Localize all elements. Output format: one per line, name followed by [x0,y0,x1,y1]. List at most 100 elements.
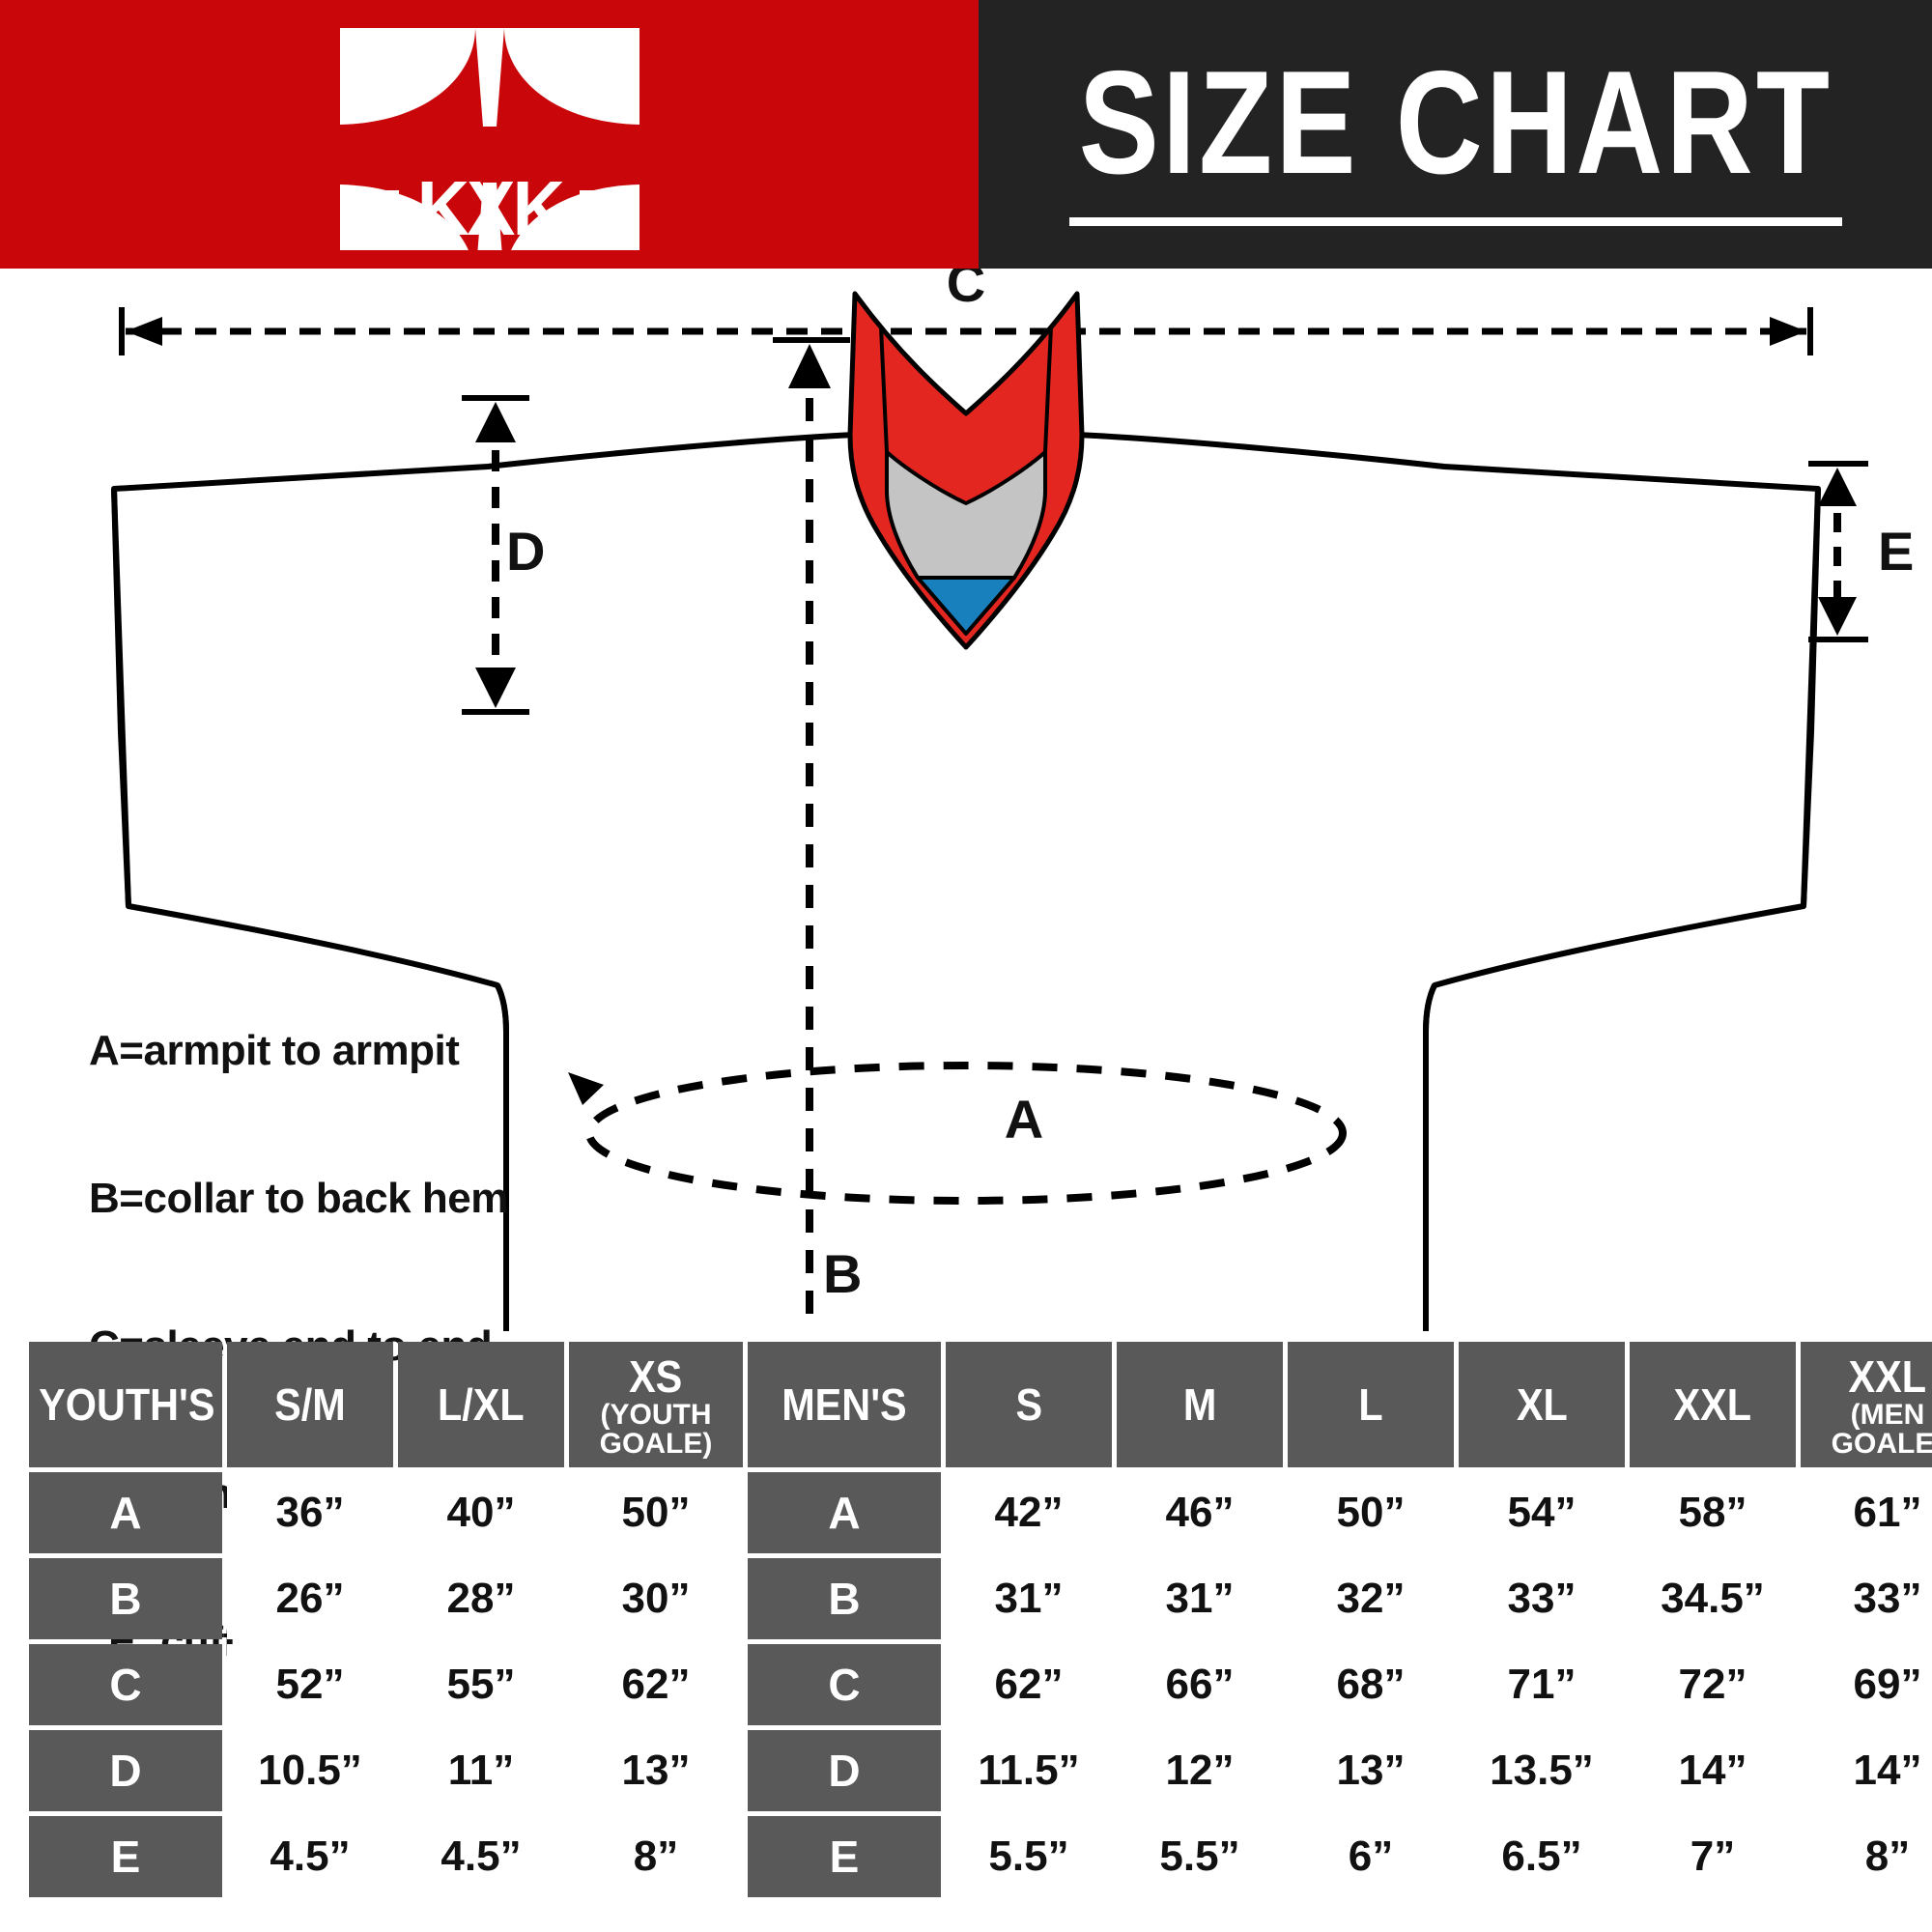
cell-mens-d-3: 13.5” [1459,1730,1625,1811]
label-a: A [1005,1089,1043,1150]
label-d: D [506,521,545,582]
size-chart-table: YOUTH'S S/M L/XL XS (YOUTH GOALE) MEN'S … [24,1337,1932,1902]
header-mens-col-5-main: XXL [1848,1351,1927,1402]
row-label-mens-a: A [748,1472,941,1553]
table-row: D 10.5” 11” 13” D 11.5” 12” 13” 13.5” 14… [29,1730,1932,1811]
cell-mens-c-3: 71” [1459,1644,1625,1725]
measure-e [1808,461,1868,642]
brand-panel: KXK [0,0,979,269]
title-underline [1068,216,1842,226]
cell-youth-e-1: 4.5” [398,1816,564,1897]
row-label-mens-d: D [748,1730,941,1811]
cell-mens-d-1: 12” [1117,1730,1283,1811]
cell-mens-d-5: 14” [1801,1730,1932,1811]
cell-mens-c-4: 72” [1630,1644,1796,1725]
cell-youth-c-0: 52” [227,1644,393,1725]
cell-youth-e-0: 4.5” [227,1816,393,1897]
kxk-logo [0,0,979,269]
cell-mens-b-2: 32” [1288,1558,1454,1639]
cell-youth-e-2: 8” [569,1816,743,1897]
header-mens-col-1: M [1117,1342,1283,1467]
table-row: C 52” 55” 62” C 62” 66” 68” 71” 72” 69” [29,1644,1932,1725]
jersey-collar [847,291,1085,650]
cell-mens-a-5: 61” [1801,1472,1932,1553]
page-header: KXK SIZE CHART [0,0,1932,269]
cell-mens-a-4: 58” [1630,1472,1796,1553]
row-label-youth-b: B [29,1558,222,1639]
cell-mens-a-0: 42” [946,1472,1112,1553]
jersey-diagram: C D E A B [0,269,1932,1331]
cell-mens-b-5: 33” [1801,1558,1932,1639]
cell-mens-d-4: 14” [1630,1730,1796,1811]
cell-mens-b-1: 31” [1117,1558,1283,1639]
header-youth-col-2: XS (YOUTH GOALE) [569,1342,743,1467]
logo-left-bars-icon [342,190,399,227]
cell-youth-a-2: 50” [569,1472,743,1553]
cell-mens-e-3: 6.5” [1459,1816,1625,1897]
header-youth-col-0: S/M [227,1342,393,1467]
cell-youth-d-2: 13” [569,1730,743,1811]
title-panel: SIZE CHART [979,0,1932,269]
cell-mens-d-0: 11.5” [946,1730,1112,1811]
header-youth-col-1-main: L/XL [438,1379,525,1430]
header-mens-col-5: XXL (MEN GOALE) [1801,1342,1932,1467]
cell-mens-e-1: 5.5” [1117,1816,1283,1897]
header-mens-col-2: L [1288,1342,1454,1467]
label-c: C [947,269,985,313]
cell-mens-a-1: 46” [1117,1472,1283,1553]
legend-line-b: B=collar to back hem [89,1175,508,1223]
cell-mens-c-1: 66” [1117,1644,1283,1725]
header-mens-col-5-sub: (MEN GOALE) [1831,1399,1932,1460]
measure-a [568,1062,1347,1205]
cell-mens-d-2: 13” [1288,1730,1454,1811]
cell-youth-b-2: 30” [569,1558,743,1639]
header-youth-col-2-main: XS [629,1351,683,1402]
cell-mens-a-2: 50” [1288,1472,1454,1553]
table-row: A 36” 40” 50” A 42” 46” 50” 54” 58” 61” [29,1472,1932,1553]
cell-mens-e-5: 8” [1801,1816,1932,1897]
header-mens-col-4: XXL [1630,1342,1796,1467]
label-b: B [823,1243,862,1304]
table-row: B 26” 28” 30” B 31” 31” 32” 33” 34.5” 33… [29,1558,1932,1639]
logo-right-bars-icon [580,190,637,227]
cell-mens-c-0: 62” [946,1644,1112,1725]
kxk-logo-mark [339,28,639,250]
jersey-outline [111,432,1821,1331]
row-label-mens-e: E [748,1816,941,1897]
cell-youth-c-2: 62” [569,1644,743,1725]
header-mens-col-0: S [946,1342,1112,1467]
table-header-row: YOUTH'S S/M L/XL XS (YOUTH GOALE) MEN'S … [29,1342,1932,1467]
cell-youth-a-0: 36” [227,1472,393,1553]
cell-mens-a-3: 54” [1459,1472,1625,1553]
cell-youth-d-1: 11” [398,1730,564,1811]
cell-youth-b-1: 28” [398,1558,564,1639]
measure-c [119,307,1813,355]
header-mens-col-3: XL [1459,1342,1625,1467]
kxk-wordmark: KXK [0,170,979,247]
row-label-mens-c: C [748,1644,941,1725]
header-mens: MEN'S [748,1342,941,1467]
header-youths-label: YOUTH'S [39,1379,215,1430]
header-youth-col-0-main: S/M [274,1379,346,1430]
header-mens-col-3-main: XL [1516,1379,1568,1430]
row-label-youth-c: C [29,1644,222,1725]
header-youths: YOUTH'S [29,1342,222,1467]
cell-mens-b-3: 33” [1459,1558,1625,1639]
cell-mens-b-4: 34.5” [1630,1558,1796,1639]
row-label-youth-a: A [29,1472,222,1553]
cell-mens-e-0: 5.5” [946,1816,1112,1897]
row-label-youth-e: E [29,1816,222,1897]
cell-youth-a-1: 40” [398,1472,564,1553]
page-title: SIZE CHART [1078,40,1833,205]
cell-mens-e-4: 7” [1630,1816,1796,1897]
row-label-mens-b: B [748,1558,941,1639]
measure-b [773,337,850,1331]
cell-mens-c-2: 68” [1288,1644,1454,1725]
table-row: E 4.5” 4.5” 8” E 5.5” 5.5” 6” 6.5” 7” 8” [29,1816,1932,1897]
header-mens-col-1-main: M [1182,1379,1217,1430]
cell-mens-c-5: 69” [1801,1644,1932,1725]
header-mens-col-2-main: L [1358,1379,1383,1430]
cell-youth-d-0: 10.5” [227,1730,393,1811]
row-label-youth-d: D [29,1730,222,1811]
header-mens-col-0-main: S [1015,1379,1042,1430]
